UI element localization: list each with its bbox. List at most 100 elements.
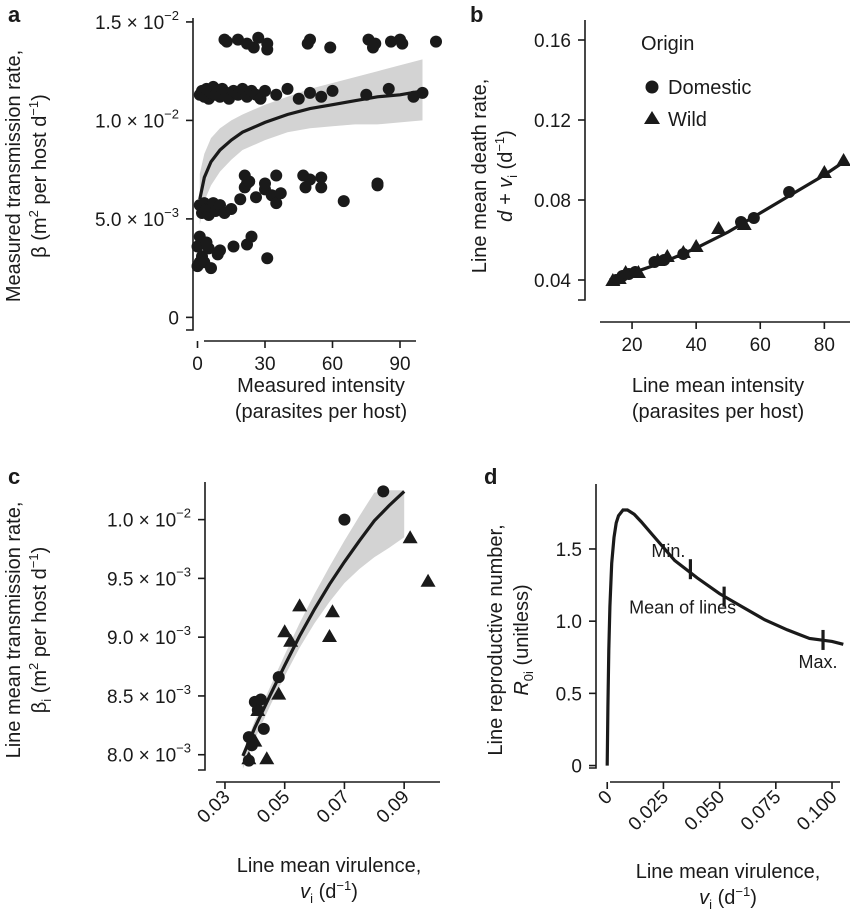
panel-b-xtick-label: 80 <box>814 335 835 356</box>
panel-c-ylabel-2-sub: i <box>39 699 54 702</box>
panel-a-point <box>252 31 265 44</box>
panel-c-ci-polygon <box>242 490 405 769</box>
panel-b-wild-point <box>618 265 634 278</box>
panel-d-marker-label: Min. <box>651 541 685 561</box>
panel-a-ytick-label: 5.0 × 10−3 <box>95 205 179 231</box>
panel-a-point <box>324 41 337 54</box>
panel-b-legend-title: Origin <box>641 33 694 55</box>
panel-c-ytick-label: 1.0 × 10−2 <box>107 506 191 532</box>
panel-c: c 0.03 0.05 0.07 0.09 8.0 × 10−3 8.5 × 10−3 9… <box>3 464 440 906</box>
panel-c-ylabel-2: βi (m2 per host d−1) <box>26 547 54 714</box>
panel-a-ylabel-2-sup2: −1 <box>26 101 41 116</box>
panel-a-point <box>270 169 283 182</box>
panel-a-point <box>304 86 316 99</box>
panel-a-ytick-label: 1.0 × 10−2 <box>95 106 179 132</box>
panel-b-wild-point <box>650 253 666 266</box>
panel-c-ylabel-2-post: ) <box>29 547 51 554</box>
panel-d-xlabel-1: Line mean virulence, <box>636 861 821 883</box>
panel-b-ytick-label: 0.08 <box>534 191 571 212</box>
panel-b-wild-point <box>675 245 691 258</box>
panel-a-point <box>385 35 397 48</box>
panel-c-xlabel-2-pre: v <box>300 881 311 903</box>
panel-c-y-axis <box>198 482 206 771</box>
panel-c-xlabel-2-sup: −1 <box>336 878 351 893</box>
panel-a-xlabel-1: Measured intensity <box>237 375 405 397</box>
panel-b-letter: b <box>470 2 483 27</box>
panel-c-points <box>241 485 436 767</box>
panel-d-letter: d <box>484 464 497 489</box>
panel-a-point <box>367 41 379 54</box>
panel-d-xlabel-2-sub: i <box>709 897 712 912</box>
panel-c-wild-point <box>292 598 308 612</box>
panel-b-fit-line <box>609 160 845 282</box>
panel-c-wild-point <box>321 628 337 642</box>
panel-c-fit-curve <box>241 490 406 757</box>
panel-b-ylabel-2-mid: (d <box>495 152 517 175</box>
panel-d-xtick-label: 0.075 <box>737 787 785 835</box>
panel-c-ytick-label: 9.5 × 10−3 <box>107 564 191 590</box>
panel-d-ytick-label: 1.0 <box>556 612 582 633</box>
panel-b-ylabel-2-sup: −1 <box>492 137 507 152</box>
panel-d-xlabel-2-mid: (d <box>712 887 735 909</box>
panel-a-fit-line <box>198 89 423 200</box>
panel-b: b 20 40 60 80 0.04 0.08 0.12 0.16 Origin Domes… <box>469 2 850 423</box>
panel-a-point <box>315 181 328 194</box>
panel-c-xlabel-2-sub: i <box>310 891 313 906</box>
panel-a-point <box>245 230 258 243</box>
panel-c-domestic-point <box>254 693 267 706</box>
panel-a-point <box>243 175 256 188</box>
panel-a-ytick-label: 0 <box>168 308 179 329</box>
panel-c-wild-point <box>271 686 287 700</box>
panel-d-marker-label: Max. <box>799 652 838 672</box>
panel-b-ylabel-2-sub: i <box>505 175 520 178</box>
panel-c-wild-point <box>250 703 266 717</box>
panel-a-ylabel-2-sup1: 2 <box>26 210 41 217</box>
legend-wild-marker <box>644 111 660 124</box>
panel-d-xtick-label: 0 <box>594 787 616 809</box>
panel-a-xtick-label: 0 <box>192 354 203 375</box>
panel-b-domestic-point <box>747 212 760 224</box>
panel-a-point <box>259 177 271 190</box>
panel-c-letter: c <box>8 464 20 489</box>
panel-a-points <box>191 31 442 275</box>
panel-d-y-ticks: 0 0.5 1.0 1.5 <box>556 540 596 778</box>
panel-a-point <box>220 35 233 48</box>
panel-a-point <box>337 195 350 208</box>
panel-a-xtick-label: 30 <box>254 354 275 375</box>
panel-c-wild-point <box>324 604 340 618</box>
panel-a-point <box>270 88 283 101</box>
panel-d-xlabel-2-post: ) <box>750 887 757 909</box>
panel-d-xlabel-2-sup: −1 <box>735 884 750 899</box>
legend-domestic-label: Domestic <box>668 77 751 99</box>
panel-a-ylabel-2: β (m2 per host d−1) <box>26 94 51 258</box>
panel-a-point <box>214 244 226 257</box>
panel-a-ylabel-2-mid: per host d <box>29 116 51 211</box>
panel-a-xlabel-2: (parasites per host) <box>235 401 407 423</box>
panel-a-point <box>232 33 244 46</box>
panel-d-xlabel-2: vi (d−1) <box>699 884 757 912</box>
panel-d-ylabel-2-sub: 0i <box>521 671 536 681</box>
panel-a-point <box>261 43 274 56</box>
panel-a-point <box>315 90 328 103</box>
panel-b-domestic-point <box>783 186 796 198</box>
panel-b-wild-point <box>816 165 832 178</box>
panel-a-ylabel-2-pre: β (m <box>29 217 51 257</box>
panel-d-xtick-label: 0.025 <box>624 787 672 835</box>
panel-c-ylabel-2-mid2: per host d <box>29 568 51 663</box>
panel-c-xtick-label: 0.07 <box>313 787 354 828</box>
panel-a-point <box>261 252 274 265</box>
panel-d-ytick-label: 0.5 <box>556 684 582 705</box>
panel-c-domestic-point <box>338 513 351 526</box>
panel-d-markers: Min. Mean of lines Max. <box>629 541 837 672</box>
panel-a-point <box>259 84 271 97</box>
panel-a-point <box>250 191 262 204</box>
panel-a-point <box>247 41 260 54</box>
panel-d-x-ticks: 0 0.025 0.050 0.075 0.100 <box>594 782 842 835</box>
panel-a-point <box>371 179 384 192</box>
panel-b-ytick-label: 0.16 <box>534 31 571 52</box>
panel-a: a 0 30 60 90 0 5.0 × 10−3 1.0 × 10−2 1.5 × 10−… <box>3 2 442 423</box>
legend-domestic-marker <box>645 80 659 94</box>
panel-a-point <box>430 35 442 48</box>
panel-d-ylabel-1: Line reproductive number, <box>485 524 507 755</box>
